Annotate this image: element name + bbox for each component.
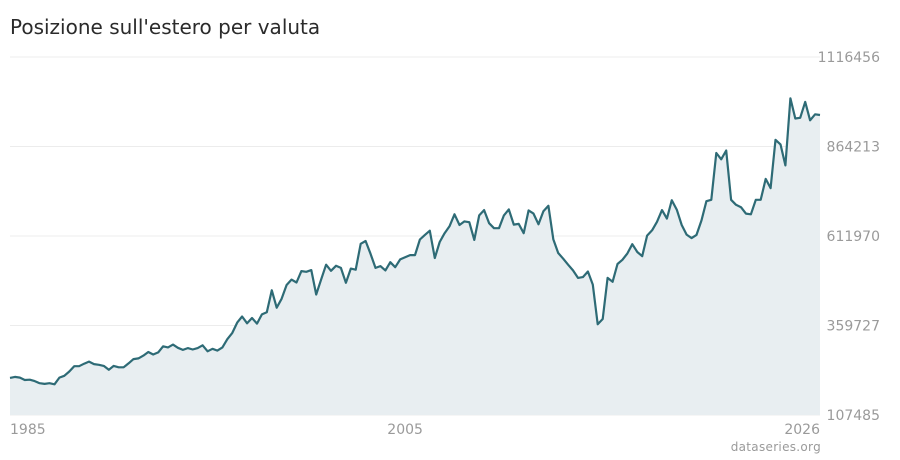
chart-title: Posizione sull'estero per valuta [10, 15, 321, 39]
source-label: dataseries.org [730, 440, 821, 454]
x-tick-label: 1985 [10, 422, 46, 438]
y-axis-ticks: 107485 359727 611970 864213 1116456 [818, 50, 880, 424]
y-tick-label: 359727 [827, 319, 880, 335]
series-area [10, 98, 820, 416]
series-line [9, 97, 821, 386]
x-axis-ticks: 1985 2005 2026 [10, 422, 820, 438]
y-tick-label: 864213 [827, 140, 880, 156]
y-tick-label: 107485 [827, 408, 880, 424]
x-tick-label: 2026 [784, 422, 820, 438]
y-tick-label: 1116456 [818, 50, 880, 66]
x-tick-label: 2005 [387, 422, 423, 438]
y-tick-label: 611970 [827, 229, 880, 245]
